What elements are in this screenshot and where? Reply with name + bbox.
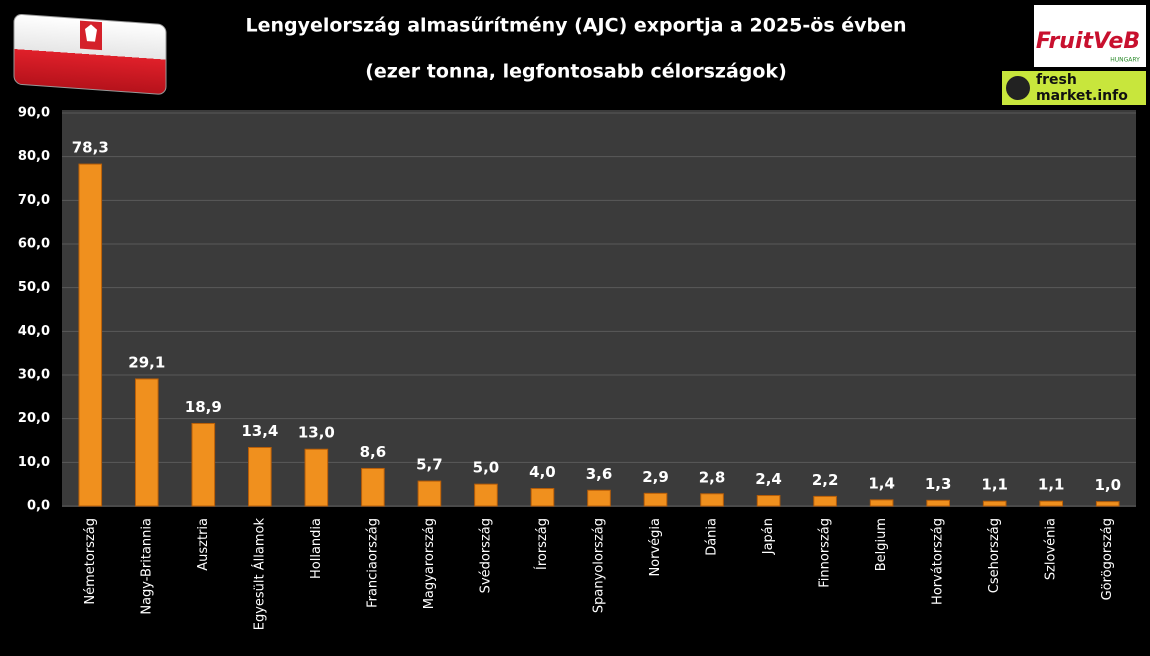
value-label: 5,7 [416,456,443,474]
plot-area [62,110,1136,507]
bar [530,488,555,507]
bar [587,489,611,507]
bar [78,163,103,507]
x-tick-label: Spanyolország [592,518,607,613]
y-tick-label: 90,0 [18,106,50,121]
x-tick-label: Svédország [478,518,493,593]
x-tick-label: Magyarország [422,518,437,609]
x-tick-label: Finnország [818,518,833,588]
y-tick-label: 40,0 [18,324,50,339]
bar [1039,500,1064,507]
value-label: 1,4 [868,474,895,492]
x-tick-label: Írország [534,518,550,570]
bar [191,422,216,507]
bar [643,492,668,507]
bar [1095,501,1120,507]
x-tick-label: Dánia [705,518,720,556]
value-label: 1,3 [925,475,952,493]
value-label: 2,9 [642,468,669,486]
bar [417,480,442,507]
value-label: 2,2 [812,471,839,489]
logo-text: fresh [1036,72,1077,88]
x-tick-label: Nagy-Britannia [139,518,154,615]
y-tick-label: 50,0 [18,280,50,295]
x-tick-label: Egyesült Államok [251,518,267,631]
logo-freshmarket: fresh market.info [1002,71,1146,105]
value-label: 13,0 [298,424,335,442]
y-tick-label: 80,0 [18,149,50,164]
y-tick-label: 60,0 [18,237,50,252]
y-tick-label: 30,0 [18,368,50,383]
bar [361,467,385,507]
x-tick-label: Ausztria [196,518,211,571]
bar [756,495,781,507]
x-tick-label: Hollandia [309,518,324,579]
value-label: 78,3 [72,139,109,157]
chart-title: Lengyelország almasűrítmény (AJC) export… [245,15,906,37]
value-label: 5,0 [473,459,500,477]
x-tick-label: Németország [83,518,98,605]
bar [813,495,837,507]
bar [700,493,724,507]
value-label: 8,6 [360,443,387,461]
value-label: 29,1 [128,353,165,371]
bar [248,446,272,507]
flag [13,14,167,95]
bar [474,483,498,507]
x-tick-label: Japán [761,518,776,555]
chart-subtitle: (ezer tonna, legfontosabb célországok) [365,61,787,83]
y-tick-label: 0,0 [27,499,50,514]
bar [926,499,950,507]
logo-text: HUNGARY [1110,57,1140,64]
x-tick-label: Horvátország [931,518,946,605]
value-label: 1,1 [1038,476,1065,494]
logo-text: FruitVeB [1036,29,1140,54]
bar [134,378,159,507]
bar [869,499,894,507]
value-label: 18,9 [185,398,222,416]
bar [304,448,329,507]
y-tick-label: 20,0 [18,411,50,426]
logo-text: market.info [1036,88,1128,104]
value-label: 2,4 [755,470,782,488]
logo-fruitveb: FruitVeB HUNGARY [1034,5,1146,67]
x-tick-label: Görögország [1100,518,1115,600]
value-label: 3,6 [586,465,613,483]
x-tick-label: Szlovénia [1044,518,1059,580]
value-label: 1,1 [981,476,1008,494]
x-tick-label: Franciaország [365,518,380,608]
y-tick-label: 70,0 [18,193,50,208]
x-tick-label: Csehország [987,518,1002,593]
y-tick-label: 10,0 [18,455,50,470]
x-tick-label: Belgium [874,518,889,571]
x-tick-label: Norvégia [648,518,663,577]
value-label: 1,0 [1094,476,1121,494]
value-label: 13,4 [241,422,278,440]
value-label: 2,8 [699,468,726,486]
bar [982,500,1007,507]
value-label: 4,0 [529,463,556,481]
